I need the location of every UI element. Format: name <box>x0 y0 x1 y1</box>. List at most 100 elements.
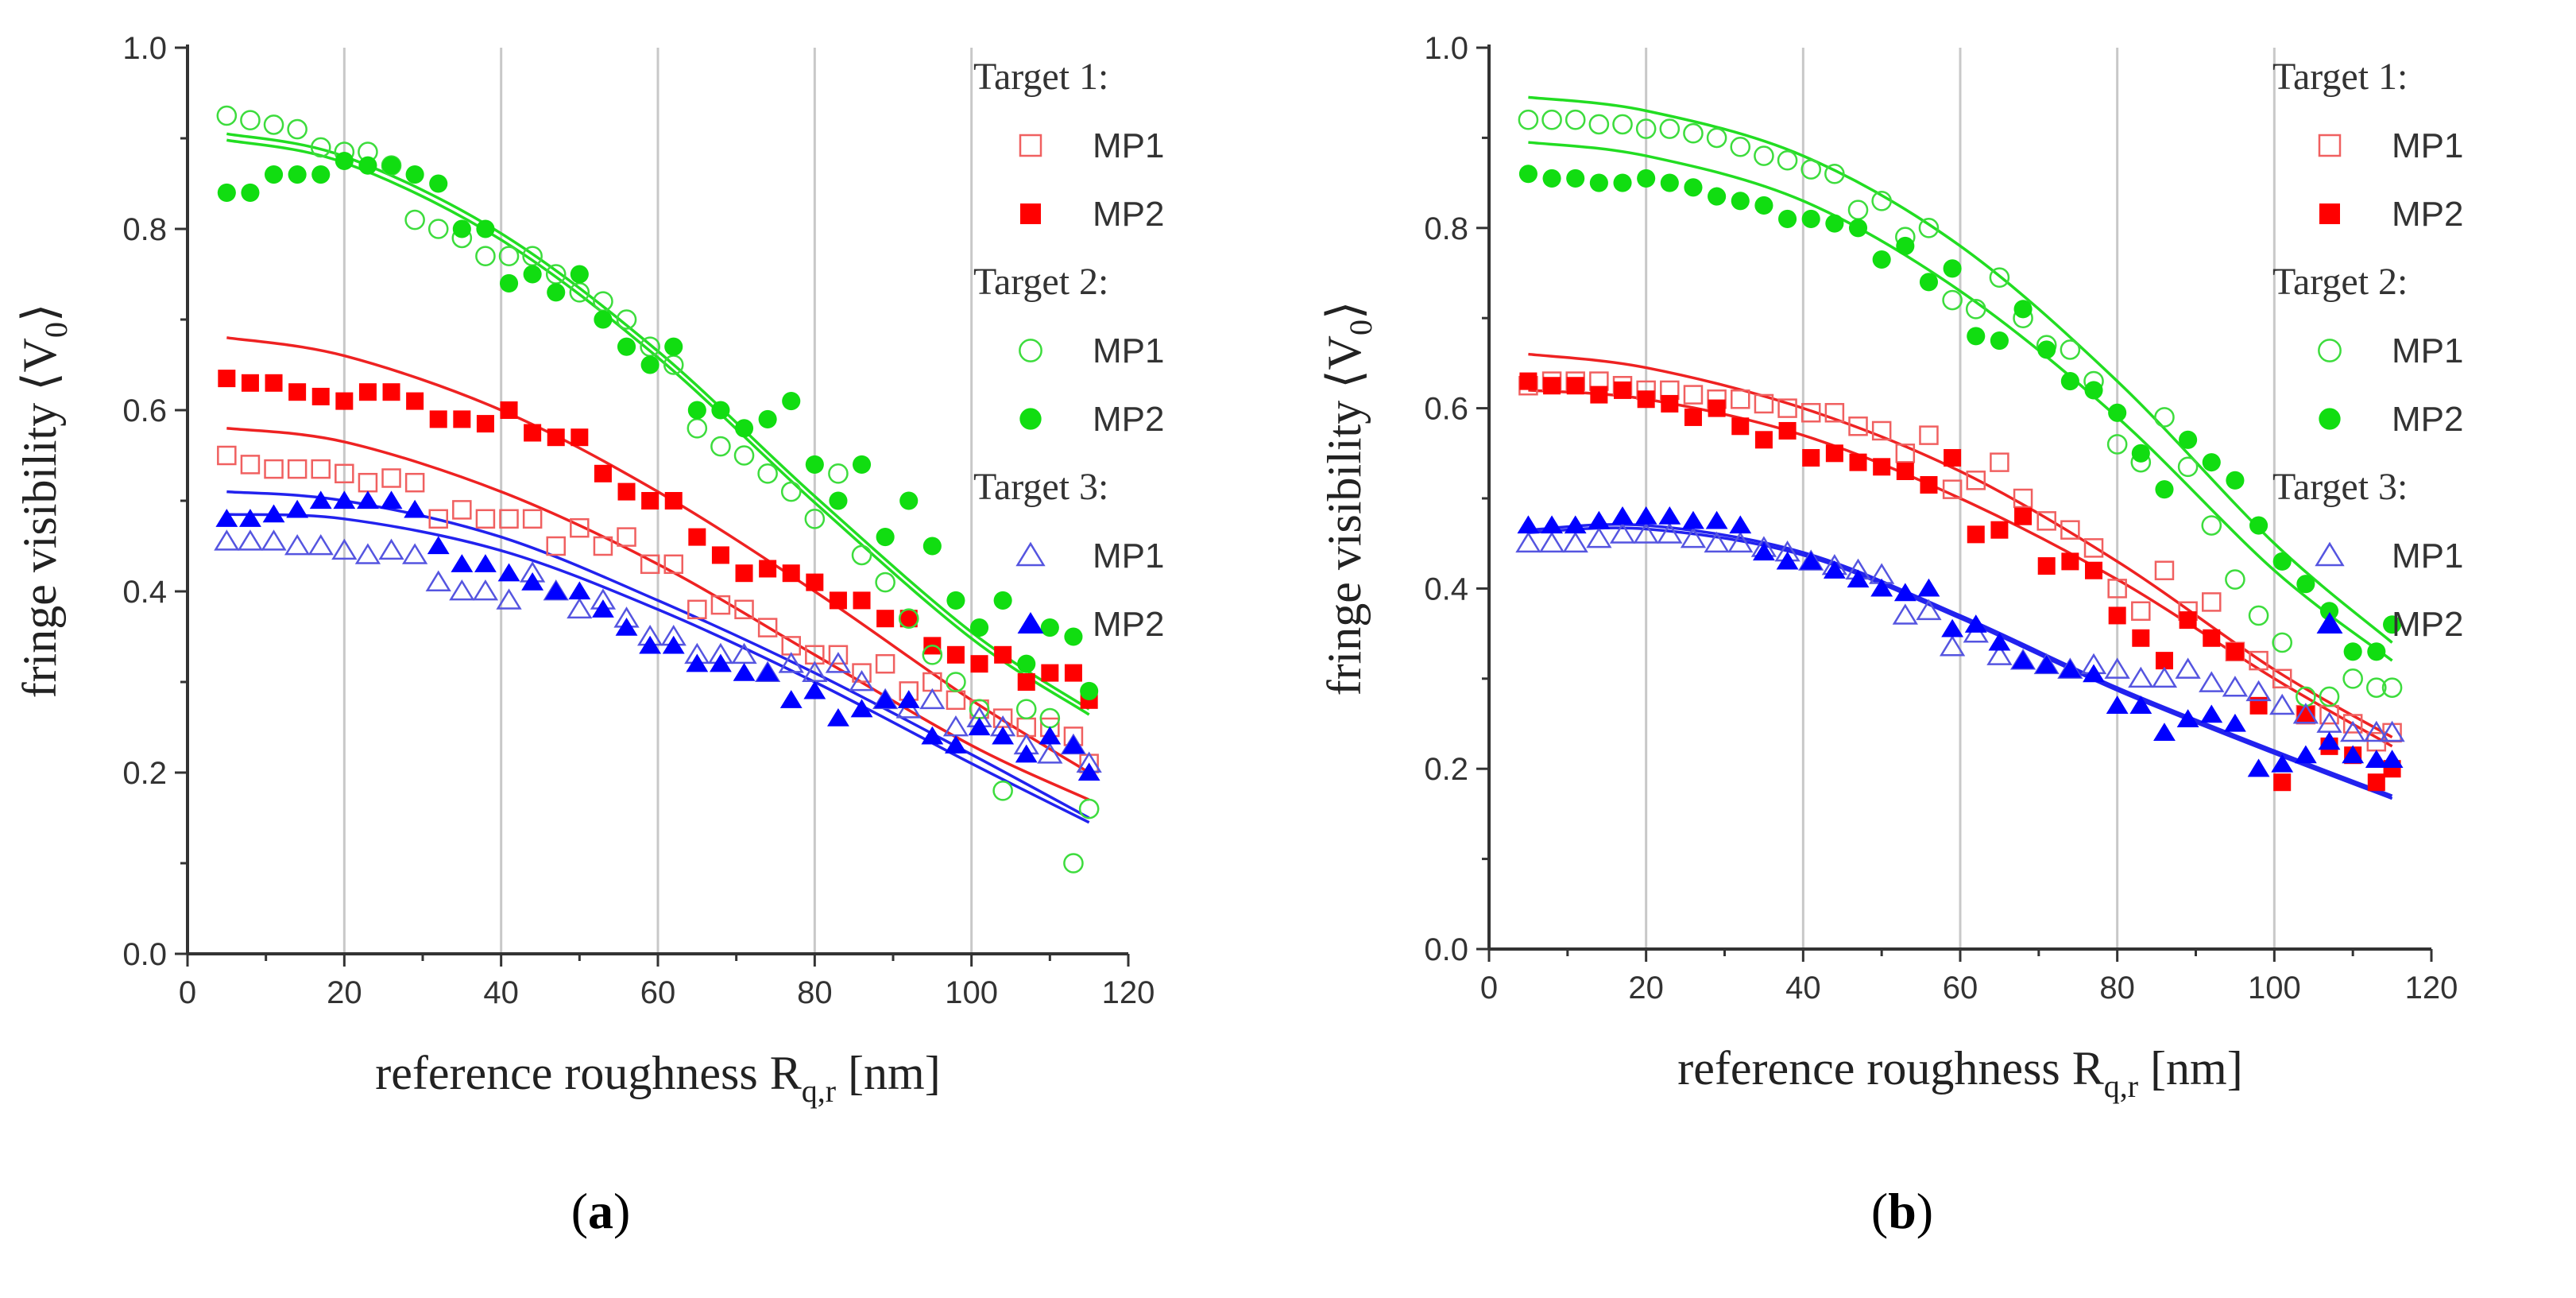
legend-marker <box>1020 203 1041 224</box>
data-point <box>922 645 943 665</box>
x-axis-title-unit: [nm] <box>836 1047 941 1099</box>
data-point <box>1990 331 2009 351</box>
data-point <box>218 370 236 388</box>
data-point <box>215 509 238 527</box>
data-point <box>825 652 852 673</box>
data-point <box>687 418 708 439</box>
data-point <box>757 618 778 637</box>
data-point <box>2106 695 2129 714</box>
data-point <box>378 538 404 560</box>
y-axis-title: fringe visibility ⟨V0⟩ <box>1318 301 1379 696</box>
legend-marker <box>1019 339 1042 362</box>
chart-panel-a: 0 20 40 60 80 100 120 0.0 0.2 0.4 0.6 0.8 1.0 referen… <box>14 31 1164 1239</box>
data-point <box>1895 444 1916 463</box>
data-point <box>404 472 425 493</box>
data-point <box>240 455 261 475</box>
data-point <box>1990 452 2009 472</box>
data-point <box>759 560 777 578</box>
data-point <box>1988 632 2011 651</box>
data-point <box>1986 644 2013 665</box>
data-point <box>358 383 377 401</box>
data-point <box>921 726 944 745</box>
data-point <box>261 529 287 551</box>
data-point <box>1080 681 1099 700</box>
data-point <box>2319 602 2339 621</box>
data-point <box>2272 552 2292 571</box>
data-point <box>758 409 777 428</box>
data-point <box>1892 603 1918 625</box>
data-point <box>1590 386 1608 404</box>
data-point <box>1064 627 1083 646</box>
fit-line <box>1528 522 2393 797</box>
data-point <box>453 410 471 428</box>
x-tick-label: 0 <box>1480 971 1498 1005</box>
y-tick-label: 0.6 <box>122 393 167 428</box>
data-point <box>1754 393 1774 414</box>
data-point <box>449 579 475 601</box>
legend-label: MP1 <box>2392 537 2463 575</box>
data-point <box>853 591 871 610</box>
data-point <box>1802 448 1820 467</box>
data-point <box>2202 453 2221 472</box>
data-point <box>358 156 377 175</box>
data-point <box>710 436 731 457</box>
data-point <box>1683 122 1704 144</box>
y-axis-title-symbol: V <box>1318 335 1371 370</box>
data-point <box>1609 522 1636 544</box>
data-point <box>499 509 519 529</box>
data-point <box>617 482 636 501</box>
data-point <box>499 273 519 293</box>
fit-line <box>226 138 1090 716</box>
data-point <box>2366 677 2387 698</box>
data-point <box>1823 560 1846 579</box>
data-point <box>1635 118 1657 139</box>
data-point <box>2104 657 2130 679</box>
data-point <box>1041 664 1059 682</box>
data-point <box>2153 723 2176 741</box>
data-point <box>897 690 920 708</box>
data-point <box>1543 377 1561 395</box>
data-point <box>263 114 284 135</box>
data-point <box>2363 720 2389 742</box>
data-point <box>2084 381 2103 400</box>
data-point <box>237 529 264 551</box>
data-point <box>2381 677 2403 698</box>
data-point <box>2106 434 2128 455</box>
data-point <box>2202 592 2222 612</box>
data-point <box>2085 561 2103 579</box>
data-point <box>1705 510 1728 529</box>
data-point <box>1660 173 1679 192</box>
data-point <box>899 491 919 510</box>
data-point <box>919 688 946 710</box>
data-point <box>428 509 448 529</box>
y-tick-label: 0.0 <box>122 937 167 972</box>
data-point <box>381 468 401 488</box>
data-point <box>731 642 757 664</box>
data-point <box>286 499 309 518</box>
legend-label: MP1 <box>2392 126 2463 165</box>
data-point <box>287 118 307 140</box>
legend-marker <box>1015 541 1046 567</box>
data-point <box>993 591 1012 610</box>
data-point <box>594 310 613 329</box>
data-point <box>2222 676 2249 697</box>
data-point <box>2128 666 2154 688</box>
data-point <box>852 663 872 683</box>
data-point <box>1661 394 1679 413</box>
data-point <box>2319 686 2340 707</box>
data-point <box>358 472 378 493</box>
data-point <box>802 661 828 682</box>
series-target-3-mp2 <box>1517 506 2404 777</box>
data-point <box>946 591 965 610</box>
data-point <box>2060 372 2079 391</box>
data-point <box>1078 798 1100 819</box>
data-point <box>710 595 731 615</box>
data-point <box>570 517 590 538</box>
data-point <box>498 246 520 267</box>
data-point <box>547 428 565 447</box>
data-point <box>2342 745 2365 764</box>
data-point <box>639 635 662 654</box>
series-target-2-mp1 <box>1518 109 2403 707</box>
